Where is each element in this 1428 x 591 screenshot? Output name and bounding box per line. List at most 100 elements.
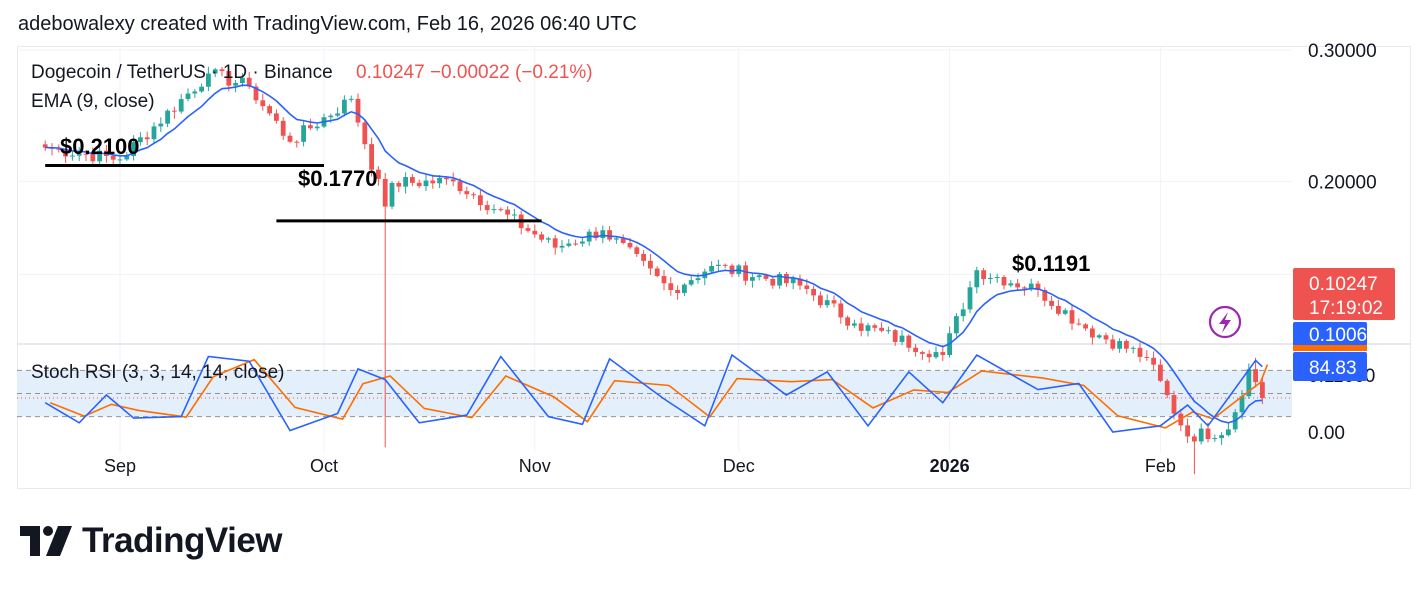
ema-legend[interactable]: EMA (9, close) bbox=[31, 91, 155, 112]
candle bbox=[70, 150, 75, 161]
candle-body bbox=[845, 317, 850, 326]
candle bbox=[1192, 433, 1197, 475]
candle bbox=[1260, 377, 1265, 405]
candle bbox=[675, 285, 680, 300]
candle-body bbox=[614, 238, 619, 240]
candle-body bbox=[491, 209, 497, 211]
candle-body bbox=[206, 73, 211, 87]
candle bbox=[702, 268, 708, 286]
candle-body bbox=[675, 290, 680, 294]
candle bbox=[614, 237, 619, 244]
candle bbox=[206, 66, 211, 92]
alert-lightning-icon[interactable] bbox=[1208, 305, 1242, 339]
candle-body bbox=[1028, 283, 1034, 289]
chart-canvas[interactable]: $0.2100$0.1770$0.1191 0.300000.200000.15… bbox=[0, 0, 1428, 520]
candle-body bbox=[852, 323, 857, 326]
candle bbox=[1164, 378, 1170, 399]
candle-body bbox=[110, 155, 116, 160]
candle-body bbox=[668, 283, 674, 291]
candle-body bbox=[648, 260, 653, 269]
candle bbox=[287, 132, 293, 144]
candle bbox=[1110, 334, 1116, 351]
candle bbox=[389, 181, 395, 210]
candle-body bbox=[1171, 395, 1177, 414]
candle-body bbox=[906, 335, 912, 348]
candle-body bbox=[267, 106, 272, 114]
candle-body bbox=[1022, 287, 1027, 289]
stoch-legend[interactable]: Stoch RSI (3, 3, 14, 14, close) bbox=[31, 362, 284, 383]
candle-body bbox=[920, 352, 925, 354]
candle-body bbox=[981, 270, 986, 280]
candle bbox=[1103, 332, 1109, 345]
time-tick-label: Sep bbox=[104, 456, 136, 476]
candle-body bbox=[498, 209, 504, 211]
candle bbox=[1124, 339, 1129, 353]
candle bbox=[369, 137, 374, 177]
candle bbox=[750, 272, 755, 288]
support-label: $0.1770 bbox=[298, 166, 378, 191]
candle-body bbox=[1130, 347, 1136, 349]
candle bbox=[1137, 342, 1143, 363]
candle-body bbox=[362, 122, 368, 145]
stoch-tick-label: 0.00 bbox=[1308, 423, 1345, 444]
candle-body bbox=[858, 323, 864, 331]
candle-body bbox=[484, 205, 490, 211]
candle bbox=[831, 295, 837, 308]
candle-body bbox=[76, 153, 82, 156]
candle-body bbox=[777, 273, 782, 286]
candle bbox=[688, 275, 694, 287]
candle-body bbox=[886, 330, 891, 332]
candle bbox=[634, 245, 640, 258]
candle bbox=[382, 172, 388, 448]
candle-body bbox=[1192, 436, 1197, 442]
candle-body bbox=[804, 285, 810, 289]
candle-body bbox=[960, 309, 966, 317]
candle-body bbox=[1158, 364, 1163, 381]
candle-body bbox=[444, 177, 449, 180]
candle-body bbox=[260, 100, 266, 107]
candle-body bbox=[124, 155, 130, 160]
candle bbox=[1083, 322, 1088, 331]
symbol-label[interactable]: Dogecoin / TetherUS · 1D · Binance bbox=[31, 62, 333, 83]
candle-body bbox=[131, 142, 136, 156]
candle-body bbox=[1001, 277, 1007, 286]
candle bbox=[376, 166, 381, 186]
candle-body bbox=[709, 266, 714, 272]
candle bbox=[1144, 350, 1150, 361]
price-tick-label: 0.30000 bbox=[1308, 41, 1377, 62]
candle bbox=[858, 317, 864, 337]
candle bbox=[566, 239, 572, 248]
candle bbox=[1253, 357, 1258, 388]
candle bbox=[654, 266, 660, 278]
candle bbox=[1198, 423, 1204, 445]
candle bbox=[294, 140, 300, 148]
candle bbox=[416, 179, 422, 189]
candle bbox=[498, 207, 504, 212]
candle-body bbox=[770, 278, 776, 286]
candle-body bbox=[471, 194, 476, 196]
candle bbox=[192, 89, 198, 98]
candle bbox=[926, 350, 932, 363]
countdown-value: 17:19:02 bbox=[1309, 298, 1383, 319]
candle bbox=[906, 334, 912, 352]
candle bbox=[756, 273, 762, 281]
candle-body bbox=[865, 325, 871, 331]
brand-name: TradingView bbox=[82, 521, 283, 560]
time-tick-label: 2026 bbox=[930, 456, 970, 476]
candle bbox=[1001, 275, 1007, 290]
candle bbox=[525, 224, 531, 233]
candle bbox=[845, 315, 850, 330]
candle-body bbox=[246, 77, 252, 87]
candle-body bbox=[138, 137, 143, 143]
candle-body bbox=[226, 71, 232, 86]
candle-body bbox=[416, 182, 422, 187]
candle bbox=[253, 83, 259, 105]
candle-body bbox=[1205, 428, 1211, 440]
candle-body bbox=[1124, 341, 1129, 349]
candle bbox=[818, 291, 823, 309]
candle-body bbox=[743, 265, 748, 281]
last-price-badge: 0.10247 17:19:02 bbox=[1293, 268, 1395, 320]
candle-body bbox=[566, 243, 572, 246]
time-tick-label: Feb bbox=[1145, 456, 1176, 476]
candle bbox=[682, 283, 687, 297]
